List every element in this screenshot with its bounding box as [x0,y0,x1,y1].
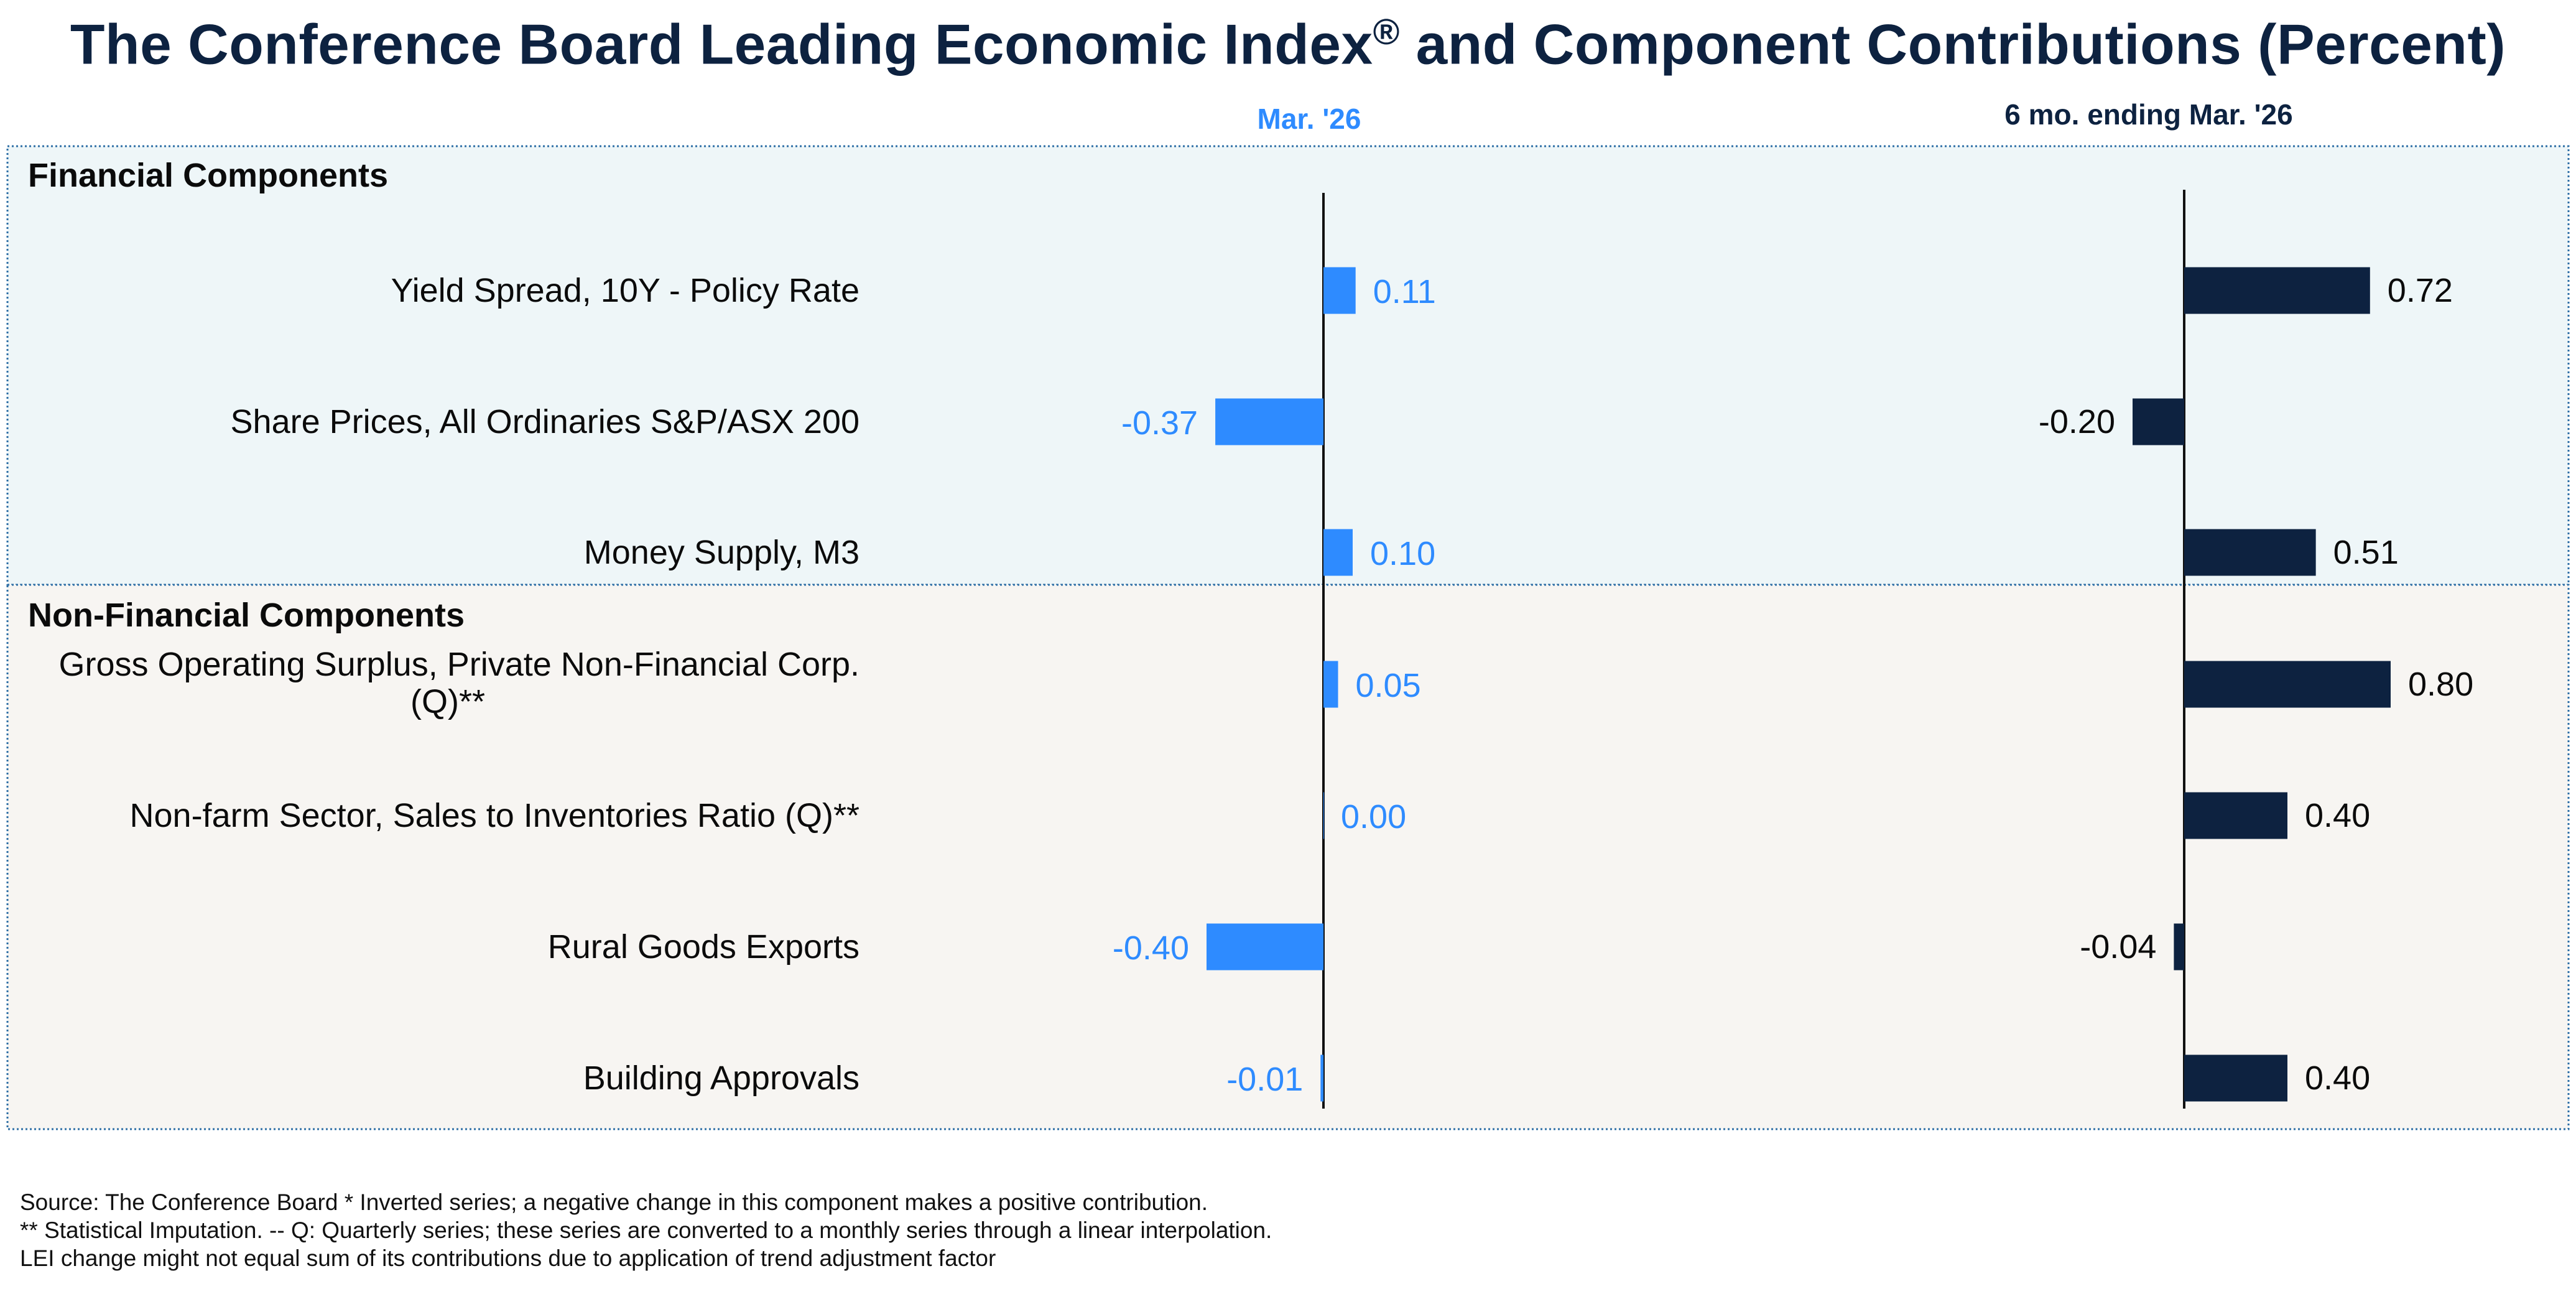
category-label: Building Approvals [583,1059,859,1097]
trend-note: LEI change might not equal sum of its co… [20,1245,996,1271]
monthly-value-label: 0.05 [1356,667,1421,704]
sixmonth-bar [2133,398,2184,445]
group-header: Non-Financial Components [28,597,465,634]
monthly-bar [1215,398,1323,445]
monthly-bar [1323,792,1324,839]
sixmonth-value-label: 0.51 [2333,534,2399,571]
monthly-value-label: -0.01 [1226,1061,1303,1098]
monthly-bar [1207,923,1323,970]
monthly-value-label: 0.11 [1373,273,1436,310]
sixmonth-value-label: 0.72 [2388,272,2453,309]
group-header: Financial Components [28,157,388,194]
monthly-column-header: Mar. '26 [1258,103,1361,135]
monthly-value-label: -0.40 [1113,929,1189,967]
sixmonth-bar [2174,923,2184,970]
imputation-note: ** Statistical Imputation. -- Q: Quarter… [20,1217,1272,1243]
sixmonth-bar [2184,267,2370,314]
category-label: Yield Spread, 10Y - Policy Rate [391,272,859,309]
sixmonth-bar [2184,792,2287,839]
chart-title: The Conference Board Leading Economic In… [70,12,2506,77]
sixmonth-bar [2184,661,2391,708]
sixmonth-bar [2184,529,2316,576]
monthly-bar [1323,529,1353,576]
category-label: Money Supply, M3 [584,534,859,571]
category-label: Rural Goods Exports [548,928,859,966]
category-label: Non-farm Sector, Sales to Inventories Ra… [130,797,859,834]
monthly-bar [1323,267,1356,314]
sixmonth-column-header: 6 mo. ending Mar. '26 [2004,98,2292,131]
monthly-bar [1323,661,1338,708]
sixmonth-value-label: -0.20 [2039,403,2115,440]
contributions-chart: Mar. '26 6 mo. ending Mar. '26 Financial C… [6,98,2570,1130]
category-label: Share Prices, All Ordinaries S&P/ASX 200 [231,403,859,440]
sixmonth-value-label: 0.40 [2305,797,2370,834]
category-label: Gross Operating Surplus, Private Non-Fin… [58,646,859,720]
sixmonth-value-label: -0.04 [2080,928,2156,966]
monthly-value-label: 0.10 [1370,535,1435,572]
sixmonth-value-label: 0.40 [2305,1059,2370,1097]
nonfinancial-section [6,584,2570,1130]
sixmonth-bar [2184,1054,2287,1102]
monthly-value-label: 0.00 [1341,798,1406,836]
monthly-bar [1320,1054,1323,1102]
sixmonth-value-label: 0.80 [2408,666,2473,703]
source-note: Source: The Conference Board * Inverted … [20,1189,1208,1215]
monthly-value-label: -0.37 [1121,404,1198,442]
